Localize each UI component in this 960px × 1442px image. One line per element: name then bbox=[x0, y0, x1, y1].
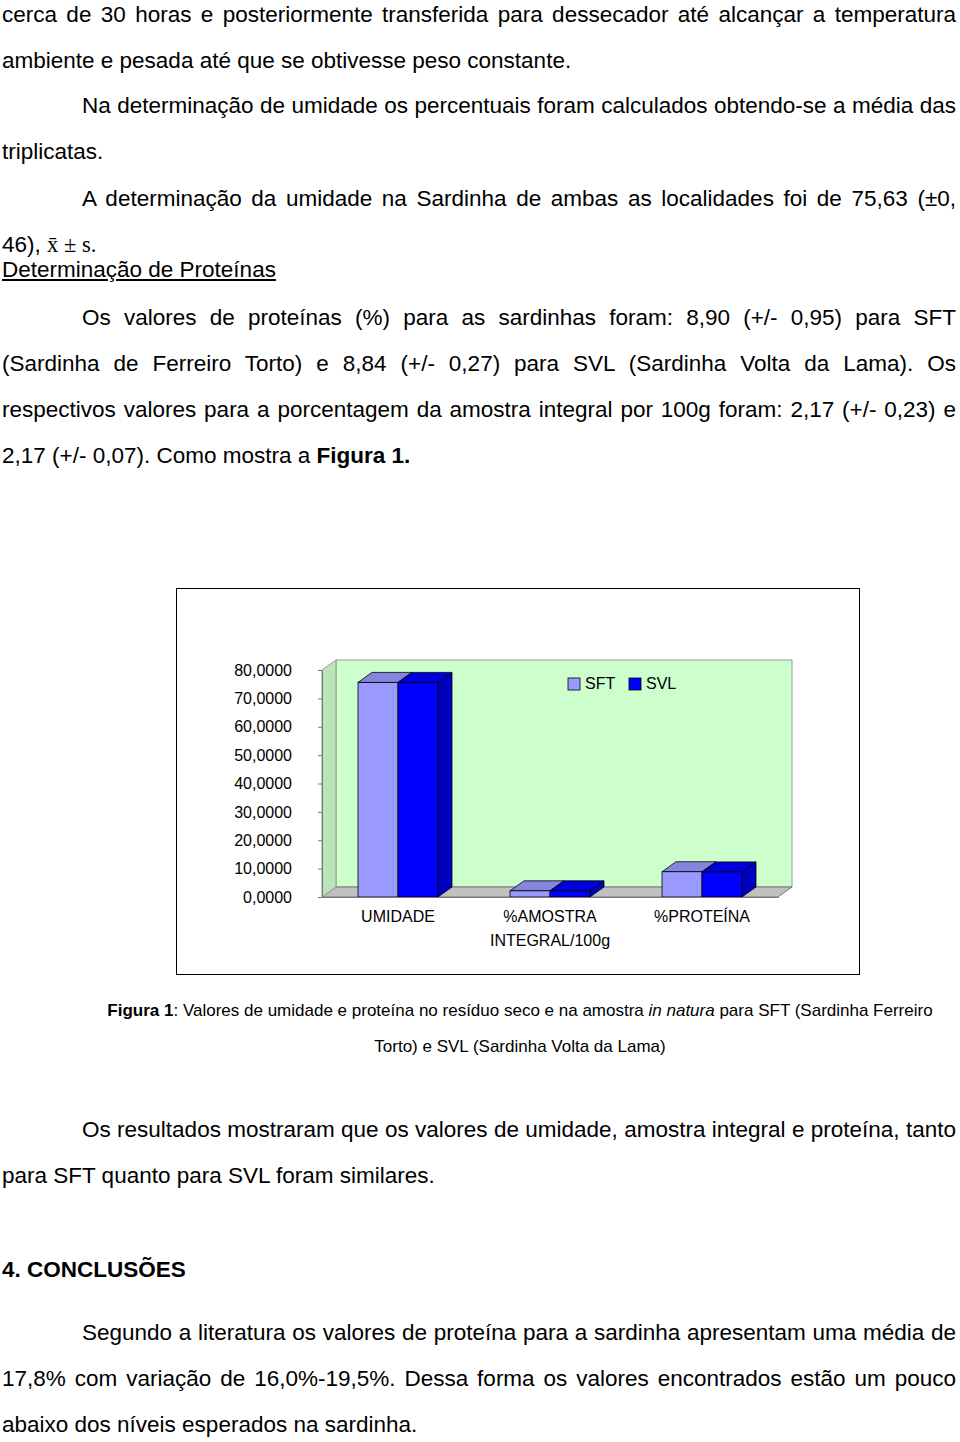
tick-mark bbox=[318, 698, 322, 699]
tick-label: 10,0000 bbox=[234, 860, 292, 877]
tick-label: 70,0000 bbox=[234, 690, 292, 707]
y-axis: 0,0000 10,0000 20,0000 30,0000 40,0000 50,000… bbox=[234, 662, 322, 906]
paragraph: Segundo a literatura os valores de prote… bbox=[2, 1310, 956, 1442]
tick-mark bbox=[318, 784, 322, 785]
paragraph: 4. CONCLUSÕES bbox=[2, 1247, 956, 1293]
tick-mark bbox=[318, 812, 322, 813]
paragraph: Determinação de Proteínas bbox=[2, 247, 956, 293]
axis-line bbox=[322, 671, 323, 898]
text-run: Os resultados mostraram que os valores d… bbox=[2, 1117, 956, 1188]
bar-top bbox=[550, 881, 604, 891]
legend-label: SFT bbox=[585, 675, 615, 692]
plot-side-wall bbox=[322, 660, 336, 897]
text-run: Segundo a literatura os valores de prote… bbox=[2, 1320, 956, 1437]
legend-swatch bbox=[568, 678, 580, 690]
paragraph: Os resultados mostraram que os valores d… bbox=[2, 1107, 956, 1199]
text-run: Figura 1. bbox=[317, 443, 411, 468]
tick-mark bbox=[318, 897, 322, 898]
x-axis: UMIDADE %AMOSTRAINTEGRAL/100g %PROTEÍNA bbox=[323, 897, 779, 949]
text-run: Na determinação de umidade os percentuai… bbox=[2, 93, 956, 164]
tick-mark bbox=[318, 755, 322, 756]
tick-mark bbox=[318, 840, 322, 841]
bar bbox=[358, 682, 398, 897]
figure-caption: Figura 1: Valores de umidade e proteína … bbox=[100, 993, 940, 1065]
text-run: A determinação da umidade na Sardinha de… bbox=[2, 186, 956, 257]
bar bbox=[550, 891, 590, 897]
tick: %AMOSTRAINTEGRAL/100g bbox=[490, 897, 610, 949]
text-run: Determinação de Proteínas bbox=[2, 257, 276, 282]
text-run: Os valores de proteínas (%) para as sard… bbox=[2, 305, 956, 468]
tick-label: 60,0000 bbox=[234, 718, 292, 735]
tick: 60,0000 bbox=[234, 718, 322, 735]
text-run: : Valores de umidade e proteína no resíd… bbox=[173, 1001, 648, 1020]
tick-label: %AMOSTRAINTEGRAL/100g bbox=[490, 908, 610, 949]
tick-label: %PROTEÍNA bbox=[654, 907, 750, 925]
legend: SFT SVL bbox=[568, 675, 676, 692]
tick: 10,0000 bbox=[234, 860, 322, 877]
tick: 50,0000 bbox=[234, 747, 322, 764]
figure-frame bbox=[177, 589, 860, 975]
text-run: Figura 1 bbox=[107, 1001, 173, 1020]
bar-side bbox=[438, 672, 452, 897]
text-run: in natura bbox=[649, 1001, 715, 1020]
tick-label: 30,0000 bbox=[234, 803, 292, 820]
tick-label: 50,0000 bbox=[234, 747, 292, 764]
text-run: cerca de 30 horas e posteriormente trans… bbox=[2, 2, 956, 73]
bar bbox=[702, 872, 742, 897]
paragraph: Na determinação de umidade os percentuai… bbox=[2, 83, 956, 175]
bar bbox=[398, 682, 438, 897]
bars bbox=[358, 672, 756, 897]
paragraph: A determinação da umidade na Sardinha de… bbox=[2, 176, 956, 268]
paragraph: cerca de 30 horas e posteriormente trans… bbox=[2, 0, 956, 84]
figure: 0,0000 10,0000 20,0000 30,0000 40,0000 50,000… bbox=[176, 588, 860, 975]
bar-top bbox=[398, 672, 452, 682]
tick-label: 40,0000 bbox=[234, 775, 292, 792]
bar bbox=[510, 891, 550, 897]
tick-label: UMIDADE bbox=[361, 908, 435, 925]
bar bbox=[662, 872, 702, 897]
tick-label: 20,0000 bbox=[234, 832, 292, 849]
legend-label: SVL bbox=[646, 675, 676, 692]
tick-label: 80,0000 bbox=[234, 662, 292, 679]
bar-top bbox=[702, 862, 756, 872]
tick: UMIDADE bbox=[361, 897, 435, 925]
paragraph: Os valores de proteínas (%) para as sard… bbox=[2, 295, 956, 479]
tick-mark bbox=[318, 670, 322, 671]
tick: 0,0000 bbox=[243, 889, 322, 906]
axis-line bbox=[323, 897, 779, 898]
tick-label: 0,0000 bbox=[243, 889, 292, 906]
tick: %PROTEÍNA bbox=[654, 897, 750, 925]
tick-mark bbox=[318, 869, 322, 870]
tick: 40,0000 bbox=[234, 775, 322, 792]
tick: 80,0000 bbox=[234, 662, 322, 679]
tick: 70,0000 bbox=[234, 690, 322, 707]
legend-swatch bbox=[629, 678, 641, 690]
tick-mark bbox=[318, 727, 322, 728]
tick: 20,0000 bbox=[234, 832, 322, 849]
text-run: x̄ ± s. bbox=[47, 232, 96, 257]
tick: 30,0000 bbox=[234, 803, 322, 820]
text-run: 4. CONCLUSÕES bbox=[2, 1257, 186, 1282]
